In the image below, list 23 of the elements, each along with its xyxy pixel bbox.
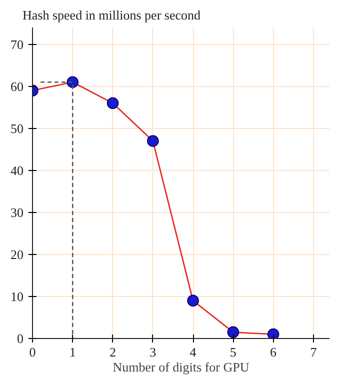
point [227, 326, 240, 338]
y-tick-label: 50 [10, 120, 24, 136]
y-tick-label: 60 [10, 78, 24, 94]
x-tick-label: 5 [230, 344, 236, 360]
x-axis-title: Number of digits for GPU [112, 360, 250, 374]
y-tick-label: 0 [17, 331, 24, 346]
x-tick-label: 0 [29, 344, 36, 360]
x-tick-label: 4 [190, 344, 197, 360]
y-tick-label: 20 [10, 246, 24, 262]
y-axis-title: Hash speed in millions per second [22, 8, 201, 22]
x-tick-label: 1 [69, 344, 76, 360]
x-tick-label: 3 [150, 344, 156, 360]
point [187, 294, 199, 307]
y-tick-label: 70 [10, 36, 24, 52]
point [267, 328, 280, 338]
point [147, 135, 159, 147]
x-tick-label: 6 [270, 344, 278, 360]
x-tick-label: 2 [110, 344, 116, 360]
y-tick-label: 40 [10, 162, 24, 178]
point [106, 97, 119, 110]
y-tick-label: 10 [10, 288, 24, 304]
y-tick-label: 30 [10, 204, 24, 220]
x-tick-label: 7 [310, 344, 318, 360]
